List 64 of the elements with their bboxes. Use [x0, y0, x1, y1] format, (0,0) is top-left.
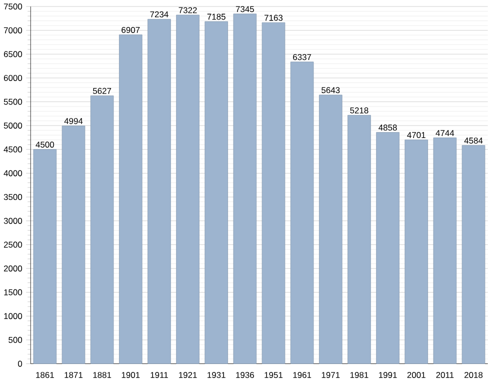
x-tick-label: 1881 — [93, 372, 112, 378]
x-tick-label: 1901 — [122, 372, 140, 378]
x-tick-label: 1871 — [64, 372, 83, 378]
y-tick-label: 2000 — [4, 266, 22, 272]
y-tick-label: 5500 — [4, 99, 22, 106]
x-tick-label: 1951 — [264, 372, 283, 378]
bar — [262, 22, 286, 364]
bar — [404, 140, 428, 364]
data-label: 4701 — [407, 132, 426, 138]
bar — [204, 22, 228, 364]
data-label: 7322 — [178, 7, 197, 14]
data-label: 5627 — [92, 88, 112, 94]
x-tick-label: 1971 — [322, 372, 340, 378]
x-tick-label: 2001 — [407, 372, 426, 378]
y-tick-label: 1500 — [4, 290, 22, 296]
data-label: 7234 — [150, 12, 168, 18]
y-tick-label: 500 — [8, 337, 22, 344]
y-tick-label: 2500 — [4, 242, 22, 248]
x-tick-label: 1921 — [179, 372, 197, 378]
data-label: 7163 — [264, 15, 283, 22]
bar — [176, 15, 200, 364]
data-label: 4858 — [378, 124, 397, 131]
y-tick-label: 6500 — [4, 51, 22, 58]
bar — [290, 62, 314, 364]
data-label: 6907 — [122, 27, 140, 34]
y-tick-label: 1000 — [4, 313, 22, 320]
bar — [348, 115, 371, 364]
bar — [319, 94, 342, 364]
bar — [119, 34, 142, 364]
data-label: 7185 — [207, 14, 226, 20]
x-tick-label: 1961 — [293, 372, 312, 378]
y-tick-label: 3500 — [4, 194, 22, 200]
x-tick-label: 2011 — [436, 372, 454, 378]
x-tick-label: 1991 — [379, 372, 397, 378]
bar — [233, 14, 257, 364]
y-tick-label: 6000 — [4, 75, 22, 82]
y-tick-label: 7500 — [4, 4, 22, 10]
bar — [62, 126, 86, 364]
x-tick-label: 1911 — [150, 372, 168, 378]
bar — [90, 96, 114, 364]
bar — [33, 149, 57, 364]
x-tick-label: 1931 — [208, 372, 226, 378]
data-label: 4744 — [436, 130, 454, 136]
bar — [148, 19, 171, 364]
x-tick-label: 1936 — [236, 372, 254, 378]
x-tick-label: 2018 — [464, 372, 483, 378]
bar — [376, 132, 400, 364]
x-tick-label: 1981 — [350, 372, 368, 378]
bar — [433, 138, 457, 364]
data-label: 7345 — [236, 6, 254, 12]
y-tick-label: 4500 — [4, 146, 22, 153]
data-label: 6337 — [293, 54, 312, 60]
y-tick-label: 5000 — [4, 122, 22, 129]
data-label: 4500 — [36, 142, 54, 148]
y-tick-label: 3000 — [4, 218, 22, 224]
y-tick-label: 4000 — [4, 170, 22, 176]
data-label: 5643 — [322, 87, 340, 94]
y-tick-label: 7000 — [4, 28, 22, 34]
bar — [462, 145, 486, 364]
data-label: 5218 — [350, 108, 368, 114]
data-label: 4994 — [64, 118, 83, 124]
data-label: 4584 — [464, 138, 483, 144]
y-tick-label: 0 — [18, 360, 22, 367]
x-tick-label: 1861 — [36, 372, 54, 378]
